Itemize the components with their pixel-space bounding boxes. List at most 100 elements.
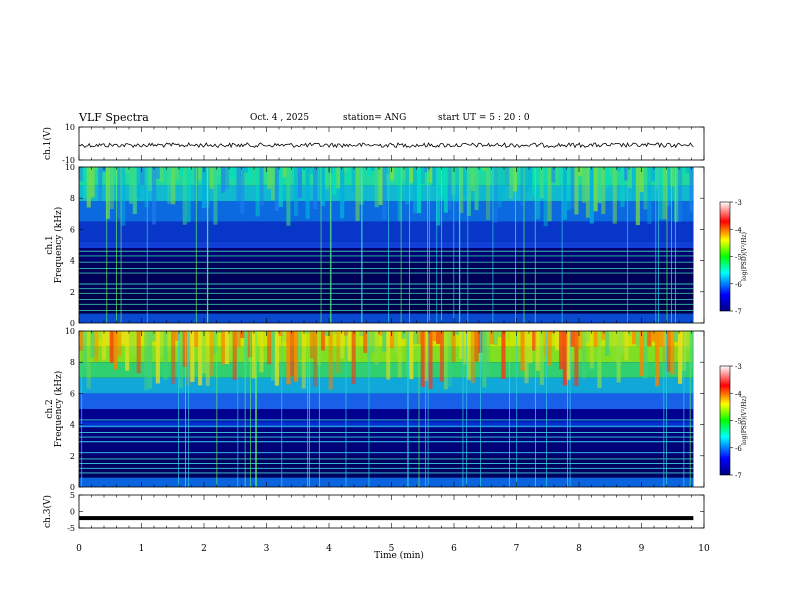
spectral-burst [305,167,310,219]
spectral-burst [332,167,337,196]
colorbar-tick-label: -7 [735,308,742,316]
spectral-burst [566,167,571,211]
spectral-burst [574,331,579,387]
spectral-burst [98,167,103,201]
spectral-burst [182,167,187,225]
spectral-burst [543,331,548,357]
spectral-burst [236,167,241,202]
spectral-burst [689,167,694,212]
y-tick-label: 0 [70,508,75,517]
frequency-band [79,421,694,428]
spectral-burst [685,167,690,174]
spectral-burst [347,167,352,182]
spectral-burst [151,331,157,342]
spectral-burst [393,167,399,174]
spectral-burst [194,331,199,347]
spectral-burst [359,331,364,337]
spectral-burst [109,331,114,363]
spectral-burst [547,167,552,222]
y-tick-label: 4 [70,257,75,266]
spectral-burst [436,167,441,226]
spectral-burst [597,167,602,204]
spectral-burst [654,167,660,190]
colorbar-tick-label: -5 [735,254,742,262]
spectral-burst [558,167,564,183]
spectral-burst [578,331,583,350]
spectral-burst [662,331,667,362]
spectral-burst [144,331,149,391]
y-tick-label: 0 [70,483,75,492]
spectral-burst [631,167,637,200]
spectral-burst [528,331,533,364]
spectral-burst [608,331,614,349]
y-tick-label: 6 [70,225,75,234]
spectral-burst [685,331,690,350]
spectral-burst [551,167,556,183]
spectral-burst [482,331,487,388]
spectral-burst [474,331,479,362]
spectral-burst [670,167,675,188]
spectral-burst [639,167,644,192]
spectral-burst [543,167,548,227]
waveform-ch.3(V) [79,516,694,521]
spectral-burst [620,331,625,354]
spectral-burst [151,167,157,225]
axes-layer: ch.1(V) 10-10-3-4-5-6-7log(PSD)(V²/Hz)ch.… [42,123,748,561]
spectral-burst [436,331,441,344]
spectral-burst [113,331,118,370]
spectral-burst [470,167,475,191]
spectral-burst [509,331,514,332]
colorbar-tick-label: -3 [735,199,742,207]
spectral-burst [125,331,130,371]
spectral-burst [148,331,153,389]
spectral-burst [397,331,402,378]
x-tick-label: 3 [264,544,270,554]
spectral-burst [148,167,153,191]
spectral-burst [374,167,379,208]
spectral-burst [390,331,395,349]
x-tick-label: 2 [201,544,207,554]
spectral-burst [501,167,506,192]
spectral-burst [290,331,295,377]
spectral-burst [190,331,195,382]
spectral-burst [282,167,287,178]
spectral-burst [405,167,410,205]
spectral-burst [109,167,114,209]
spectral-burst [228,331,233,361]
x-tick-label: 1 [139,544,145,554]
spectral-burst [320,167,326,206]
y-tick-label: 2 [70,288,75,297]
spectral-burst [79,167,84,182]
spectral-burst [539,167,544,199]
frequency-band [79,409,694,422]
spectral-burst [340,167,345,219]
spectral-burst [678,331,683,384]
spectral-burst [462,167,468,197]
spectral-burst [232,167,237,180]
spectral-burst [574,167,579,215]
spectral-burst [409,331,414,380]
spectral-burst [524,167,529,193]
y-tick-label: 10 [65,163,75,172]
y-axis-label-channel: ch.1 [45,235,55,254]
spectrogram-ch2 [79,331,694,487]
x-tick-label: 8 [576,544,582,554]
spectral-burst [240,331,245,339]
spectral-burst [601,331,606,340]
spectral-burst [297,167,303,198]
spectral-burst [86,331,91,389]
spectral-burst [155,331,160,384]
spectral-burst [535,167,541,220]
spectral-burst [670,331,675,375]
spectral-burst [635,167,640,226]
spectral-burst [532,167,537,196]
spectral-burst [186,167,191,223]
spectral-burst [128,167,134,204]
spectral-burst [628,167,633,189]
spectral-burst [489,167,495,172]
spectral-burst [443,331,448,390]
spectral-burst [651,167,656,182]
spectral-burst [90,331,95,358]
spectral-burst [336,331,341,374]
